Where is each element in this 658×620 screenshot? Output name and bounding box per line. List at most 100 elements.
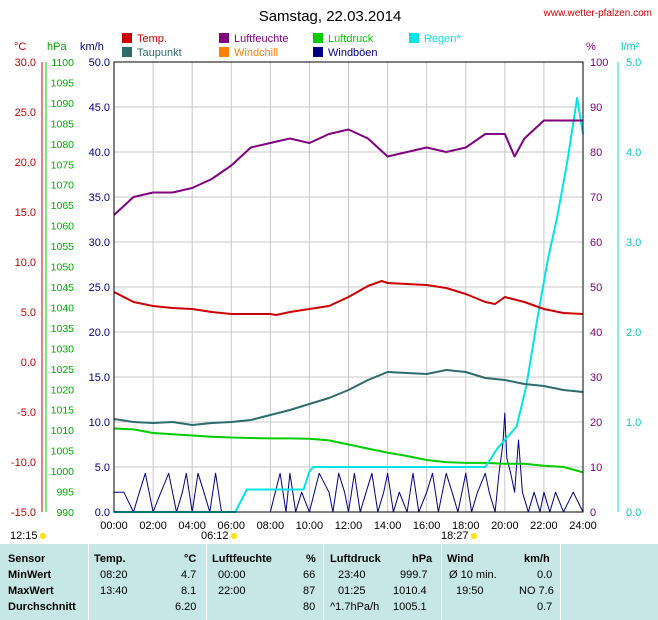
humidity-tick-label: 70 [590, 192, 602, 204]
wind-axis-unit: km/h [80, 41, 104, 53]
max-humidity-time: 22:00 [218, 585, 246, 597]
pressure-tick-label: 1035 [51, 323, 75, 335]
temp-tick-label: -5.0 [17, 407, 36, 419]
legend-label: Luftfeuchte [234, 33, 288, 45]
header-pressure-unit: hPa [412, 553, 433, 565]
pressure-tick-label: 1085 [51, 118, 75, 130]
rain-tick-label: 1.0 [626, 417, 641, 429]
x-tick-label: 02:00 [139, 520, 167, 532]
pressure-tick-label: 1040 [51, 302, 75, 314]
temp-tick-label: 15.0 [15, 207, 36, 219]
x-tick-label: 06:00 [217, 520, 245, 532]
x-tick-label: 20:00 [491, 520, 519, 532]
wind-tick-label: 10.0 [89, 417, 110, 429]
header-wind-unit: km/h [524, 553, 550, 565]
header-humidity: Luftfeuchte [212, 553, 272, 565]
pressure-tick-label: 1010 [51, 425, 75, 437]
temp-tick-label: 0.0 [21, 357, 36, 369]
sunrise-icon [230, 533, 237, 540]
x-tick-label: 12:00 [335, 520, 363, 532]
pressure-tick-label: 1000 [51, 466, 75, 478]
humidity-tick-label: 80 [590, 147, 602, 159]
max-wind-value: NO 7.6 [519, 585, 554, 597]
max-temp-value: 8.1 [181, 585, 197, 597]
pressure-tick-label: 1075 [51, 159, 75, 171]
humidity-tick-label: 30 [590, 372, 602, 384]
wind-tick-label: 50.0 [89, 57, 110, 69]
max-pressure-value: 1010.4 [393, 585, 427, 597]
wind-tick-label: 0.0 [95, 507, 110, 519]
humidity-tick-label: 40 [590, 327, 602, 339]
axes: 30.0 25.0 20.0 15.0 10.0 5.0 0.0 -5.0 -10.0 -15.0… [11, 57, 641, 532]
header-wind: Wind [447, 553, 474, 565]
wind-tick-label: 45.0 [89, 102, 110, 114]
pressure-tick-label: 1065 [51, 200, 75, 212]
weather-chart: Samstag, 22.03.2014 www.wetter-pfalzen.c… [11, 8, 652, 532]
temp-axis-unit: °C [14, 41, 26, 53]
avg-pressure-value: 1005.1 [393, 601, 427, 613]
pressure-tick-label: 1005 [51, 446, 75, 458]
temp-tick-label: 30.0 [15, 57, 36, 69]
chart-title: Samstag, 22.03.2014 [259, 8, 402, 25]
min-temp-value: 4.7 [181, 569, 197, 581]
humidity-tick-label: 20 [590, 417, 602, 429]
legend-label: Regen* [424, 33, 461, 45]
humidity-tick-label: 90 [590, 102, 602, 114]
pressure-tick-label: 1050 [51, 262, 75, 274]
avg-humidity-value: 80 [303, 601, 316, 613]
max-humidity-value: 87 [303, 585, 316, 597]
series-line [113, 119, 583, 216]
x-tick-label: 22:00 [530, 520, 558, 532]
temp-tick-label: -10.0 [11, 457, 36, 469]
avg-wind-value: 0.7 [537, 601, 553, 613]
avg-temp-value: 6.20 [175, 601, 197, 613]
x-tick-label: 14:00 [374, 520, 402, 532]
min-humidity-time: 00:00 [218, 569, 246, 581]
wind-tick-label: 15.0 [89, 372, 110, 384]
legend-swatch [219, 33, 229, 43]
pressure-tick-label: 1070 [51, 180, 75, 192]
legend-swatch [313, 33, 323, 43]
x-tick-label: 00:00 [100, 520, 128, 532]
legend-swatch [122, 47, 132, 57]
wind-tick-label: 25.0 [89, 282, 110, 294]
wind-tick-label: 20.0 [89, 327, 110, 339]
humidity-tick-label: 60 [590, 237, 602, 249]
series-line [113, 280, 584, 316]
max-temp-time: 13:40 [100, 585, 128, 597]
x-tick-label: 16:00 [413, 520, 441, 532]
header-sensor: Sensor [8, 553, 46, 565]
header-temp-unit: °C [184, 553, 197, 565]
rain-tick-label: 4.0 [626, 147, 641, 159]
x-tick-label: 08:00 [257, 520, 285, 532]
legend-label: Windböen [328, 47, 378, 59]
header-temp: Temp. [94, 553, 126, 565]
min-pressure-value: 999.7 [400, 569, 428, 581]
row-label-min: MinWert [8, 569, 52, 581]
site-link[interactable]: www.wetter-pfalzen.com [543, 8, 652, 19]
wind-tick-label: 40.0 [89, 147, 110, 159]
humidity-tick-label: 0 [590, 507, 596, 519]
series-line [113, 369, 584, 426]
sunset-marker: 18:27 [441, 530, 477, 542]
legend-swatch [409, 33, 419, 43]
pressure-tick-label: 1090 [51, 98, 75, 110]
x-tick-label: 18:00 [452, 520, 480, 532]
series-line [113, 427, 584, 474]
pressure-tick-label: 1060 [51, 221, 75, 233]
series-line [114, 97, 584, 513]
humidity-tick-label: 50 [590, 282, 602, 294]
legend-swatch [219, 47, 229, 57]
temp-tick-label: 20.0 [15, 157, 36, 169]
humidity-tick-label: 10 [590, 462, 602, 474]
legend-label: Temp. [137, 33, 167, 45]
pressure-tick-label: 1025 [51, 364, 75, 376]
pressure-trend: ^1.7hPa/h [330, 601, 380, 613]
x-tick-label: 24:00 [569, 520, 597, 532]
pressure-tick-label: 1095 [51, 77, 75, 89]
x-tick-label: 04:00 [178, 520, 206, 532]
rain-tick-label: 2.0 [626, 327, 641, 339]
plot-frame [113, 61, 584, 513]
sunrise-time: 06:12 [201, 530, 229, 542]
legend-label: Taupunkt [137, 47, 182, 59]
